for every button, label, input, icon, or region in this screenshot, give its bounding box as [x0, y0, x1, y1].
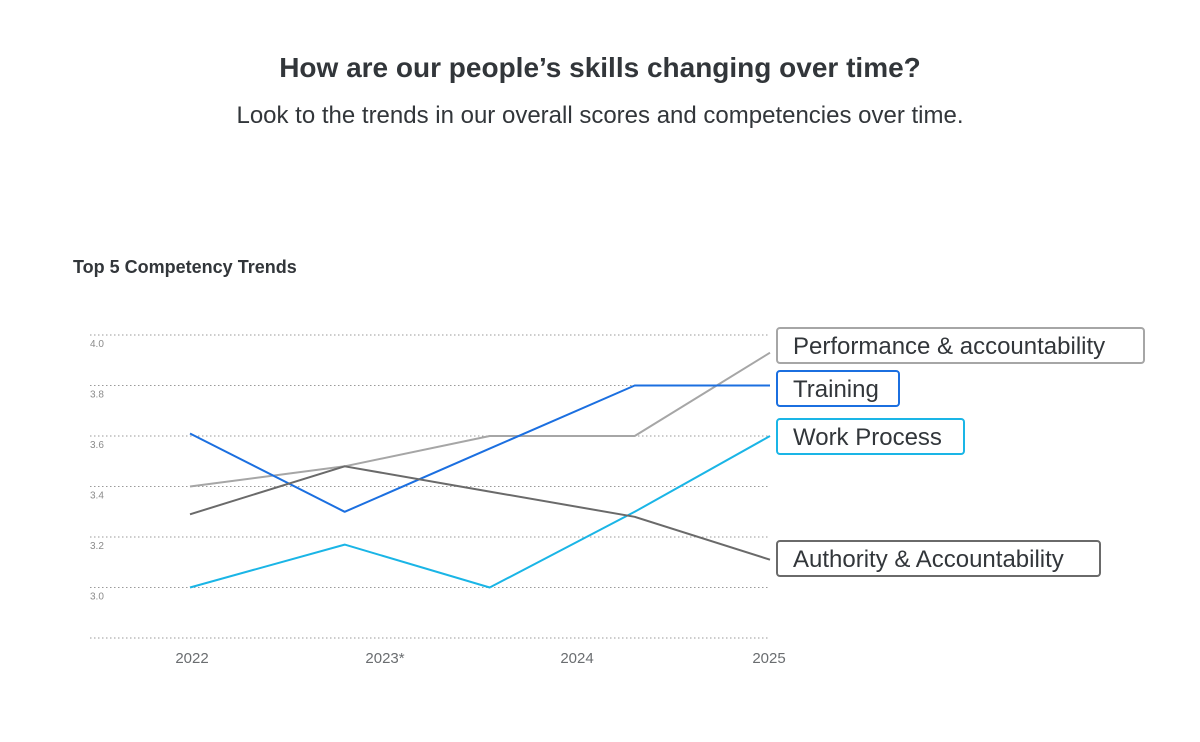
page-title: How are our people’s skills changing ove… [279, 52, 921, 83]
x-axis-ticks: 2022 2023* 2024 2025 [175, 650, 785, 667]
x-tick-label: 2023* [365, 650, 404, 667]
legend-label: Work Process [793, 424, 942, 451]
legend-label: Performance & accountability [793, 333, 1105, 360]
legend-item-authority-and-accountability: Authority & Accountability [776, 540, 1101, 577]
y-tick-label: 3.2 [90, 541, 104, 552]
series-line-work-process [189, 435, 771, 589]
legend-item-work-process: Work Process [776, 418, 965, 455]
legend-box [776, 370, 900, 407]
legend-box [776, 327, 1145, 364]
x-tick-label: 2024 [560, 650, 593, 667]
legend-label: Training [793, 376, 879, 403]
y-tick-label: 3.4 [90, 491, 104, 502]
gridlines [90, 334, 770, 639]
legend-box [776, 540, 1101, 577]
x-tick-label: 2022 [175, 650, 208, 667]
x-tick-label: 2025 [752, 650, 785, 667]
y-tick-label: 3.0 [90, 592, 104, 603]
legend: Performance & accountability Training Work… [776, 327, 1145, 577]
legend-label: Authority & Accountability [793, 546, 1064, 573]
chart-title: Top 5 Competency Trends [73, 257, 297, 277]
series-line-performance-and-accountability [189, 351, 771, 488]
series-lines [189, 351, 771, 589]
series-line-authority-and-accountability [189, 465, 771, 561]
legend-item-performance-and-accountability: Performance & accountability [776, 327, 1145, 364]
y-tick-label: 3.8 [90, 390, 104, 401]
y-tick-label: 4.0 [90, 339, 104, 350]
page-subtitle: Look to the trends in our overall scores… [236, 102, 964, 129]
y-axis-ticks: 3.0 3.2 3.4 3.6 3.8 4.0 [90, 339, 104, 603]
y-tick-label: 3.6 [90, 440, 104, 451]
series-line-training [189, 384, 770, 513]
legend-box [776, 418, 965, 455]
legend-item-training: Training [776, 370, 900, 407]
